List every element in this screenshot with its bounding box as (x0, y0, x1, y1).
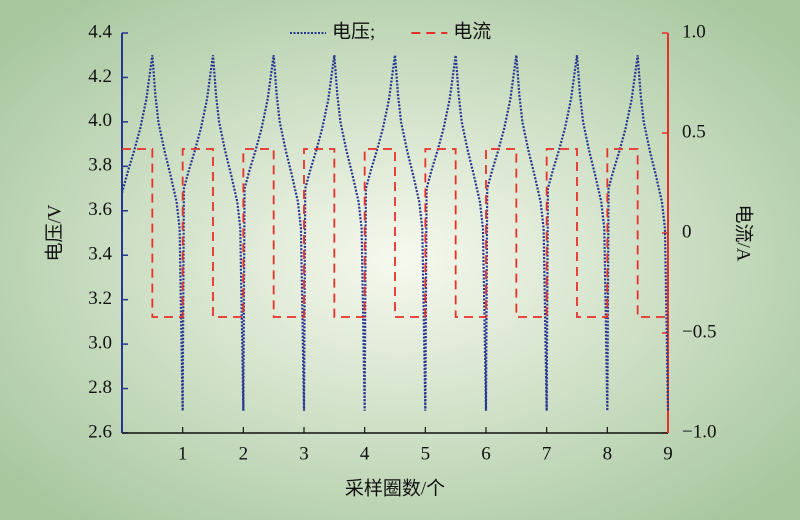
x-tick-label: 6 (481, 443, 491, 464)
x-tick-label: 1 (178, 443, 188, 464)
y-tick-label: 2.8 (88, 377, 112, 398)
y2-tick-label: −0.5 (682, 321, 716, 342)
x-axis-label: 采样圈数/个 (345, 477, 445, 499)
x-tick-label: 5 (421, 443, 431, 464)
y-axis-label: 电压/V (43, 204, 65, 261)
series-line (120, 55, 670, 411)
y-tick-label: 4.4 (88, 21, 112, 42)
y-tick-label: 2.6 (88, 421, 112, 442)
x-tick-label: 7 (542, 443, 552, 464)
series-line (122, 148, 669, 318)
x-tick-label: 9 (663, 443, 673, 464)
y-tick-label: 3.2 (88, 288, 112, 309)
x-tick-label: 2 (239, 443, 249, 464)
y-tick-label: 3.0 (88, 332, 112, 353)
legend-label: 电压; (332, 20, 375, 42)
y2-tick-label: 1.0 (682, 21, 706, 42)
y-tick-label: 3.4 (88, 244, 112, 265)
legend-label: 电流 (453, 20, 491, 42)
y2-tick-label: 0.5 (682, 121, 706, 142)
y2-tick-label: −1.0 (682, 421, 716, 442)
x-tick-label: 8 (603, 443, 613, 464)
x-tick-label: 3 (299, 443, 309, 464)
x-tick-label: 4 (360, 443, 370, 464)
y-tick-label: 4.0 (88, 110, 112, 131)
y-tick-label: 3.6 (88, 199, 112, 220)
y2-axis-label: 电流/A (733, 204, 755, 261)
y-tick-label: 3.8 (88, 155, 112, 176)
y2-tick-label: 0 (682, 221, 692, 242)
y-tick-label: 4.2 (88, 66, 112, 87)
